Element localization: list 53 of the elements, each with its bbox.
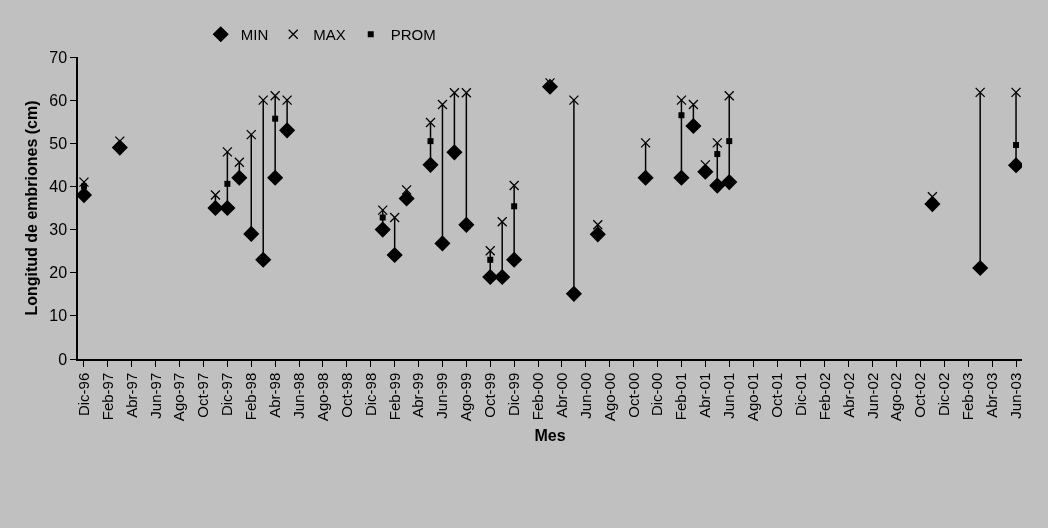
x-tick-label: Abr-03 bbox=[983, 372, 1001, 418]
x-tick-label: Dic-99 bbox=[505, 372, 523, 417]
x-tick-label: Abr-99 bbox=[409, 372, 427, 418]
x-tick-label: Feb-02 bbox=[815, 372, 833, 421]
y-axis-title: Longitud de embriones (cm) bbox=[22, 100, 40, 316]
x-tick-label: Jun-02 bbox=[863, 372, 881, 419]
x-tick-label: Abr-00 bbox=[552, 372, 570, 418]
x-tick-label: Jun-98 bbox=[289, 372, 307, 419]
x-tick-label: Abr-97 bbox=[122, 372, 140, 418]
x-tick-label: Feb-03 bbox=[959, 372, 977, 421]
y-tick-label: 30 bbox=[49, 221, 68, 239]
x-tick-label: Oct-98 bbox=[337, 372, 355, 418]
x-tick-label: Feb-97 bbox=[98, 372, 116, 421]
legend-label: MAX bbox=[313, 26, 346, 44]
x-tick-label: Jun-03 bbox=[1006, 372, 1024, 419]
x-tick-label: Oct-97 bbox=[194, 372, 212, 418]
x-tick-label: Oct-00 bbox=[624, 372, 642, 418]
x-tick-label: Jun-97 bbox=[146, 372, 164, 419]
x-tick-label: Dic-00 bbox=[648, 372, 666, 417]
y-tick-label: 20 bbox=[49, 264, 68, 282]
legend-label: PROM bbox=[390, 26, 436, 44]
x-tick-label: Abr-02 bbox=[839, 372, 857, 418]
x-tick-label: Jun-99 bbox=[433, 372, 451, 419]
legend-label: MIN bbox=[240, 26, 269, 44]
x-tick-label: Jun-01 bbox=[720, 372, 738, 419]
x-tick-label: Ago-99 bbox=[457, 372, 475, 422]
x-tick-label: Dic-98 bbox=[361, 372, 379, 417]
x-tick-label: Dic-96 bbox=[74, 372, 92, 417]
y-tick-label: 70 bbox=[49, 48, 68, 66]
x-tick-label: Abr-98 bbox=[266, 372, 284, 418]
x-tick-label: Abr-01 bbox=[696, 372, 714, 418]
x-tick-label: Oct-02 bbox=[911, 372, 929, 418]
x-tick-label: Dic-01 bbox=[791, 372, 809, 417]
y-tick-label: 10 bbox=[49, 307, 68, 325]
x-tick-label: Ago-02 bbox=[887, 372, 905, 422]
x-tick-label: Feb-01 bbox=[672, 372, 690, 421]
y-tick-label: 60 bbox=[49, 91, 68, 109]
x-tick-label: Dic-97 bbox=[218, 372, 236, 417]
x-axis-title: Mes bbox=[534, 427, 566, 445]
x-tick-label: Dic-02 bbox=[935, 372, 953, 417]
x-tick-label: Jun-00 bbox=[576, 372, 594, 419]
x-tick-label: Oct-99 bbox=[481, 372, 499, 418]
x-tick-label: Oct-01 bbox=[767, 372, 785, 418]
y-tick-label: 40 bbox=[49, 178, 68, 196]
x-tick-label: Feb-99 bbox=[385, 372, 403, 421]
x-tick-label: Feb-00 bbox=[528, 372, 546, 421]
x-tick-label: Ago-01 bbox=[744, 372, 762, 422]
y-tick-label: 0 bbox=[58, 350, 68, 368]
x-tick-label: Feb-98 bbox=[242, 372, 260, 421]
x-tick-label: Ago-97 bbox=[170, 372, 188, 422]
x-tick-label: Ago-00 bbox=[600, 372, 618, 422]
x-tick-label: Ago-98 bbox=[313, 372, 331, 422]
y-tick-label: 50 bbox=[49, 134, 68, 152]
